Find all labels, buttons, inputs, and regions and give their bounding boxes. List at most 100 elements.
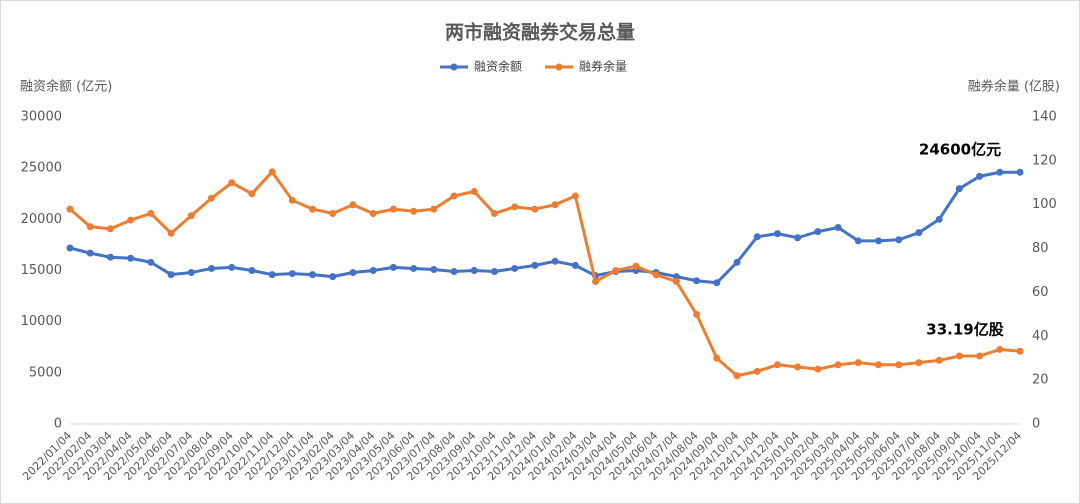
data-point — [571, 192, 579, 200]
data-point — [895, 236, 903, 244]
data-point — [955, 352, 963, 360]
data-point — [127, 254, 135, 262]
data-point — [632, 262, 640, 270]
data-point — [794, 234, 802, 242]
data-point — [228, 263, 236, 271]
data-point — [248, 190, 256, 198]
data-point — [773, 361, 781, 369]
legend-marker — [555, 63, 563, 71]
data-point — [693, 310, 701, 318]
data-point — [895, 361, 903, 369]
data-point — [66, 244, 74, 252]
data-point — [875, 237, 883, 245]
y-tick-label: 10000 — [21, 314, 62, 329]
data-point — [369, 209, 377, 217]
data-point — [531, 205, 539, 213]
data-point — [450, 192, 458, 200]
data-point — [511, 203, 519, 211]
data-point — [834, 361, 842, 369]
y-axis-title: 融资余额 (亿元) — [20, 79, 112, 95]
data-point — [814, 228, 822, 236]
data-point — [935, 356, 943, 364]
data-point — [854, 359, 862, 367]
data-point — [329, 273, 337, 281]
data-point — [410, 207, 418, 215]
data-point — [288, 270, 296, 278]
data-point — [389, 263, 397, 271]
data-point — [106, 253, 114, 261]
data-point — [490, 268, 498, 276]
legend-label: 融券余量 — [579, 59, 627, 74]
data-point — [652, 271, 660, 279]
data-point — [713, 279, 721, 287]
data-point — [672, 277, 680, 285]
y2-tick-label: 140 — [1032, 110, 1057, 125]
y2-tick-label: 60 — [1032, 285, 1049, 300]
data-point — [167, 229, 175, 237]
data-point — [592, 277, 600, 285]
data-point — [753, 367, 761, 375]
data-point — [915, 359, 923, 367]
data-point — [86, 223, 94, 231]
data-point — [511, 264, 519, 272]
data-point — [187, 269, 195, 277]
data-point — [814, 365, 822, 373]
data-point — [834, 224, 842, 232]
data-point — [268, 271, 276, 279]
data-point — [187, 212, 195, 220]
data-point — [66, 205, 74, 213]
data-point — [127, 216, 135, 224]
y2-tick-label: 100 — [1032, 197, 1057, 212]
data-point — [329, 209, 337, 217]
y2-tick-label: 0 — [1032, 417, 1040, 432]
y2-tick-label: 120 — [1032, 153, 1057, 168]
data-point — [915, 229, 923, 237]
data-point — [369, 267, 377, 274]
y2-tick-label: 20 — [1032, 373, 1049, 388]
y-tick-label: 30000 — [21, 110, 62, 125]
data-point — [551, 201, 559, 209]
data-point — [854, 237, 862, 245]
chart-title: 两市融资融券交易总量 — [445, 21, 635, 44]
data-point — [106, 225, 114, 233]
data-point — [713, 354, 721, 362]
data-point — [86, 249, 94, 257]
data-point — [430, 265, 438, 273]
data-point — [167, 271, 175, 279]
data-point — [976, 172, 984, 180]
data-point — [672, 273, 680, 281]
y2-axis-title: 融券余量 (亿股) — [968, 79, 1060, 95]
data-point — [875, 361, 883, 369]
data-point — [490, 209, 498, 217]
data-point — [976, 352, 984, 360]
y2-tick-label: 80 — [1032, 241, 1049, 256]
data-point — [147, 258, 155, 266]
data-point — [794, 363, 802, 371]
data-point — [996, 168, 1004, 176]
y-tick-label: 5000 — [29, 365, 62, 380]
data-point — [1016, 347, 1024, 355]
data-point — [470, 267, 478, 274]
data-point — [733, 372, 741, 380]
data-point — [268, 168, 276, 176]
data-point — [773, 230, 781, 238]
data-point — [935, 215, 943, 223]
data-point — [1016, 168, 1024, 176]
y-tick-label: 25000 — [21, 161, 62, 176]
data-point — [147, 209, 155, 217]
legend-marker — [450, 63, 458, 71]
y2-tick-label: 40 — [1032, 329, 1049, 344]
data-point — [389, 205, 397, 213]
data-point — [228, 179, 236, 187]
data-point — [955, 185, 963, 193]
y-tick-label: 15000 — [21, 263, 62, 278]
data-point — [551, 257, 559, 265]
data-point — [450, 268, 458, 276]
data-point — [612, 267, 620, 274]
data-point — [207, 194, 215, 202]
data-point — [531, 261, 539, 269]
annotation: 24600亿元 — [919, 141, 1001, 159]
data-point — [571, 261, 579, 269]
